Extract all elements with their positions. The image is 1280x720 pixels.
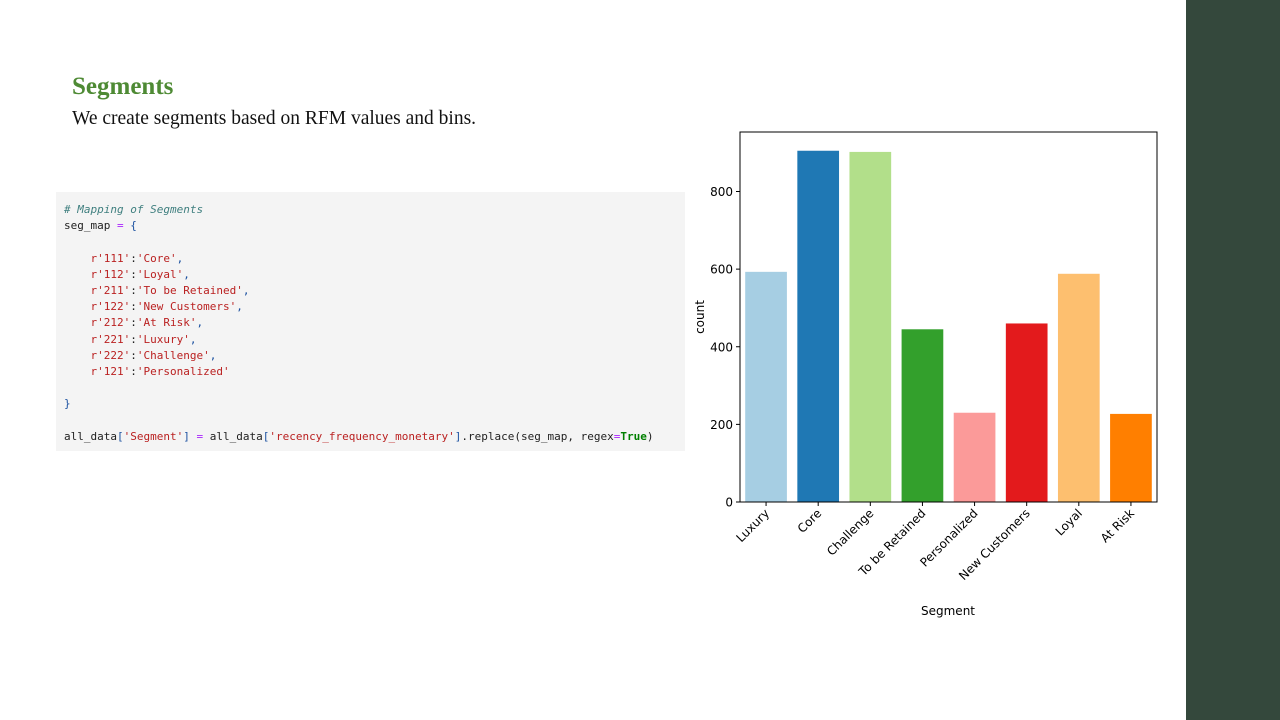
- bar: [1057, 273, 1100, 502]
- code-map-entry: r'221':'Luxury',: [90, 332, 197, 346]
- code-map-entry: r'111':'Core',: [90, 251, 184, 265]
- bar: [745, 271, 787, 502]
- bar: [797, 150, 840, 502]
- code-close-brace: }: [64, 397, 71, 411]
- code-map-entry: r'222':'Challenge',: [90, 348, 217, 362]
- right-sidebar-band: [1186, 0, 1280, 720]
- code-text: # Mapping of Segments seg_map = { r'111'…: [64, 203, 654, 443]
- code-map-entry: r'122':'New Customers',: [90, 300, 243, 314]
- x-tick-label: Core: [795, 506, 825, 536]
- code-comment: # Mapping of Segments: [64, 203, 204, 216]
- code-block: # Mapping of Segments seg_map = { r'111'…: [56, 192, 685, 451]
- code-map-entry: r'211':'To be Retained',: [90, 284, 250, 298]
- y-tick-label: 400: [710, 340, 733, 354]
- plot-frame: [739, 131, 1158, 503]
- x-tick-label: Loyal: [1053, 506, 1085, 538]
- y-axis-label: count: [693, 300, 707, 334]
- y-tick-label: 0: [725, 496, 733, 510]
- bar: [1110, 413, 1152, 502]
- x-tick-label: Challenge: [824, 506, 876, 558]
- x-axis-label: Segment: [921, 604, 975, 618]
- slide-subtitle: We create segments based on RFM values a…: [72, 108, 477, 129]
- x-tick-label: At Risk: [1098, 506, 1137, 545]
- code-map-entry: r'112':'Loyal',: [90, 267, 190, 281]
- x-tick-label: Luxury: [733, 506, 772, 545]
- bar: [1005, 323, 1048, 502]
- bar: [901, 329, 944, 502]
- code-var-name: seg_map: [64, 219, 111, 233]
- y-tick-label: 800: [710, 185, 733, 199]
- y-tick-label: 200: [710, 418, 733, 432]
- bar: [849, 151, 892, 502]
- code-map-entry: r'121':'Personalized': [90, 365, 230, 379]
- bar: [953, 412, 996, 502]
- slide-title: Segments: [72, 73, 174, 100]
- y-tick-label: 600: [710, 263, 733, 277]
- code-map-entry: r'212':'At Risk',: [90, 316, 204, 330]
